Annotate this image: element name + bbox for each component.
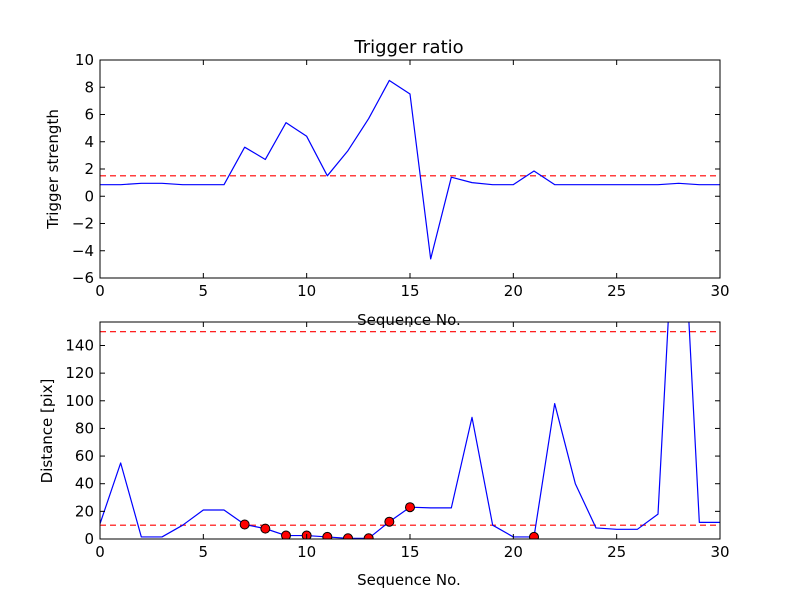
bottom-y-tick-label: 60 — [75, 447, 94, 465]
top-series-line — [100, 79, 720, 260]
bottom-marker-2 — [281, 530, 291, 539]
top-x-tick-label: 10 — [297, 282, 316, 300]
top-y-tick-label: 2 — [84, 160, 94, 178]
bottom-marker-9 — [529, 531, 539, 539]
top-x-tick-label: 0 — [95, 282, 105, 300]
top-plot-area — [100, 79, 720, 260]
bottom-marker-1 — [260, 523, 271, 534]
top-y-tick-label: −2 — [72, 215, 94, 233]
bottom-y-tick-label: 40 — [75, 475, 94, 493]
top-x-tick-label: 5 — [199, 282, 209, 300]
bottom-x-tick-label: 15 — [400, 543, 419, 561]
bottom-x-tick-label: 30 — [710, 543, 729, 561]
top-x-tick-label: 15 — [400, 282, 419, 300]
y-axis-label-bottom: Distance [pix] — [38, 379, 56, 484]
bottom-x-tick-label: 25 — [607, 543, 626, 561]
x-axis-label-bottom: Sequence No. — [357, 571, 461, 589]
top-x-tick-label: 25 — [607, 282, 626, 300]
bottom-y-tick-label: 20 — [75, 502, 94, 520]
bottom-x-tick-label: 5 — [199, 543, 209, 561]
bottom-x-tick-label: 20 — [504, 543, 523, 561]
top-y-tick-label: 10 — [75, 51, 94, 69]
top-x-tick-label: 20 — [504, 282, 523, 300]
chart-distance: 0 5 10 15 20 25 30 0 20 40 60 80 100 120 140 — [65, 321, 730, 561]
bottom-x-tick-label: 0 — [95, 543, 105, 561]
bottom-y-tick-label: 80 — [75, 419, 94, 437]
top-y-tick-label: −6 — [72, 269, 94, 287]
bottom-x-tick-label: 10 — [297, 543, 316, 561]
top-y-tick-label: 8 — [84, 78, 94, 96]
bottom-y-tick-label: 100 — [65, 392, 94, 410]
bottom-marker-0 — [239, 519, 250, 530]
bottom-marker-7 — [384, 516, 395, 527]
bottom-marker-6 — [363, 533, 374, 539]
bottom-marker-8 — [405, 502, 415, 513]
top-x-tick-label: 30 — [710, 282, 729, 300]
bottom-marker-4 — [322, 531, 333, 539]
bottom-marker-5 — [343, 533, 353, 539]
y-axis-label-top: Trigger strength — [44, 109, 62, 230]
chart-trigger-ratio: 0 5 10 15 20 25 30 −6 −4 −2 0 2 4 6 8 10 — [72, 51, 730, 300]
top-axes-frame — [99, 59, 721, 279]
bottom-y-tick-label: 120 — [65, 364, 94, 382]
chart-title: Trigger ratio — [353, 37, 463, 58]
top-y-tick-label: 0 — [84, 187, 94, 205]
top-y-tick-label: 6 — [84, 106, 94, 124]
x-axis-label-top: Sequence No. — [357, 311, 461, 329]
bottom-y-tick-label: 0 — [84, 530, 94, 548]
top-y-tick-label: 4 — [84, 133, 94, 151]
bottom-y-tick-label: 140 — [65, 336, 94, 354]
top-y-tick-label: −4 — [72, 242, 94, 260]
bottom-plot-area — [100, 322, 720, 539]
